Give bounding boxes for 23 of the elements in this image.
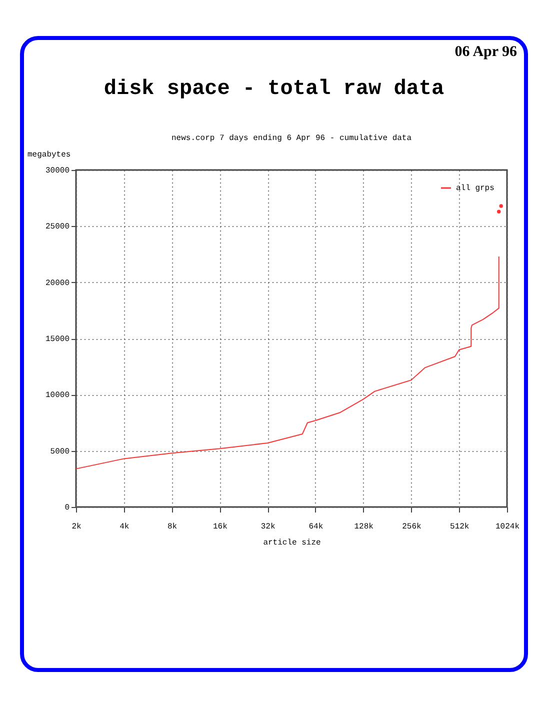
legend-label: all grps — [456, 184, 495, 193]
x-tick-label: 8k — [167, 522, 178, 532]
x-tick-label: 128k — [354, 522, 374, 532]
x-tick-label: 4k — [120, 522, 130, 532]
y-tick-label: 5000 — [50, 447, 70, 456]
y-tick-label: 30000 — [45, 166, 70, 176]
chart-subtitle: news.corp 7 days ending 6 Apr 96 - cumulative data — [171, 134, 412, 143]
x-tick-label: 16k — [212, 522, 228, 532]
x-tick-label: 64k — [308, 522, 324, 532]
x-axis-title: article size — [263, 538, 322, 548]
y-tick-label: 10000 — [45, 391, 70, 400]
x-tick-label: 512k — [450, 522, 470, 532]
y-tick-label: 0 — [64, 504, 70, 512]
chart-title: disk space - total raw data — [102, 78, 446, 101]
y-tick-label: 15000 — [45, 335, 70, 344]
y-tick-label: 25000 — [45, 222, 70, 232]
text: 06 Apr 96 — [454, 44, 517, 61]
y-axis-title: megabytes — [28, 150, 71, 160]
x-tick-label: 2k — [72, 522, 82, 532]
y-tick-label: 20000 — [45, 278, 70, 288]
x-tick-label: 1024k — [495, 522, 520, 532]
x-tick-label: 32k — [260, 522, 276, 532]
x-tick-label: 256k — [402, 522, 422, 532]
